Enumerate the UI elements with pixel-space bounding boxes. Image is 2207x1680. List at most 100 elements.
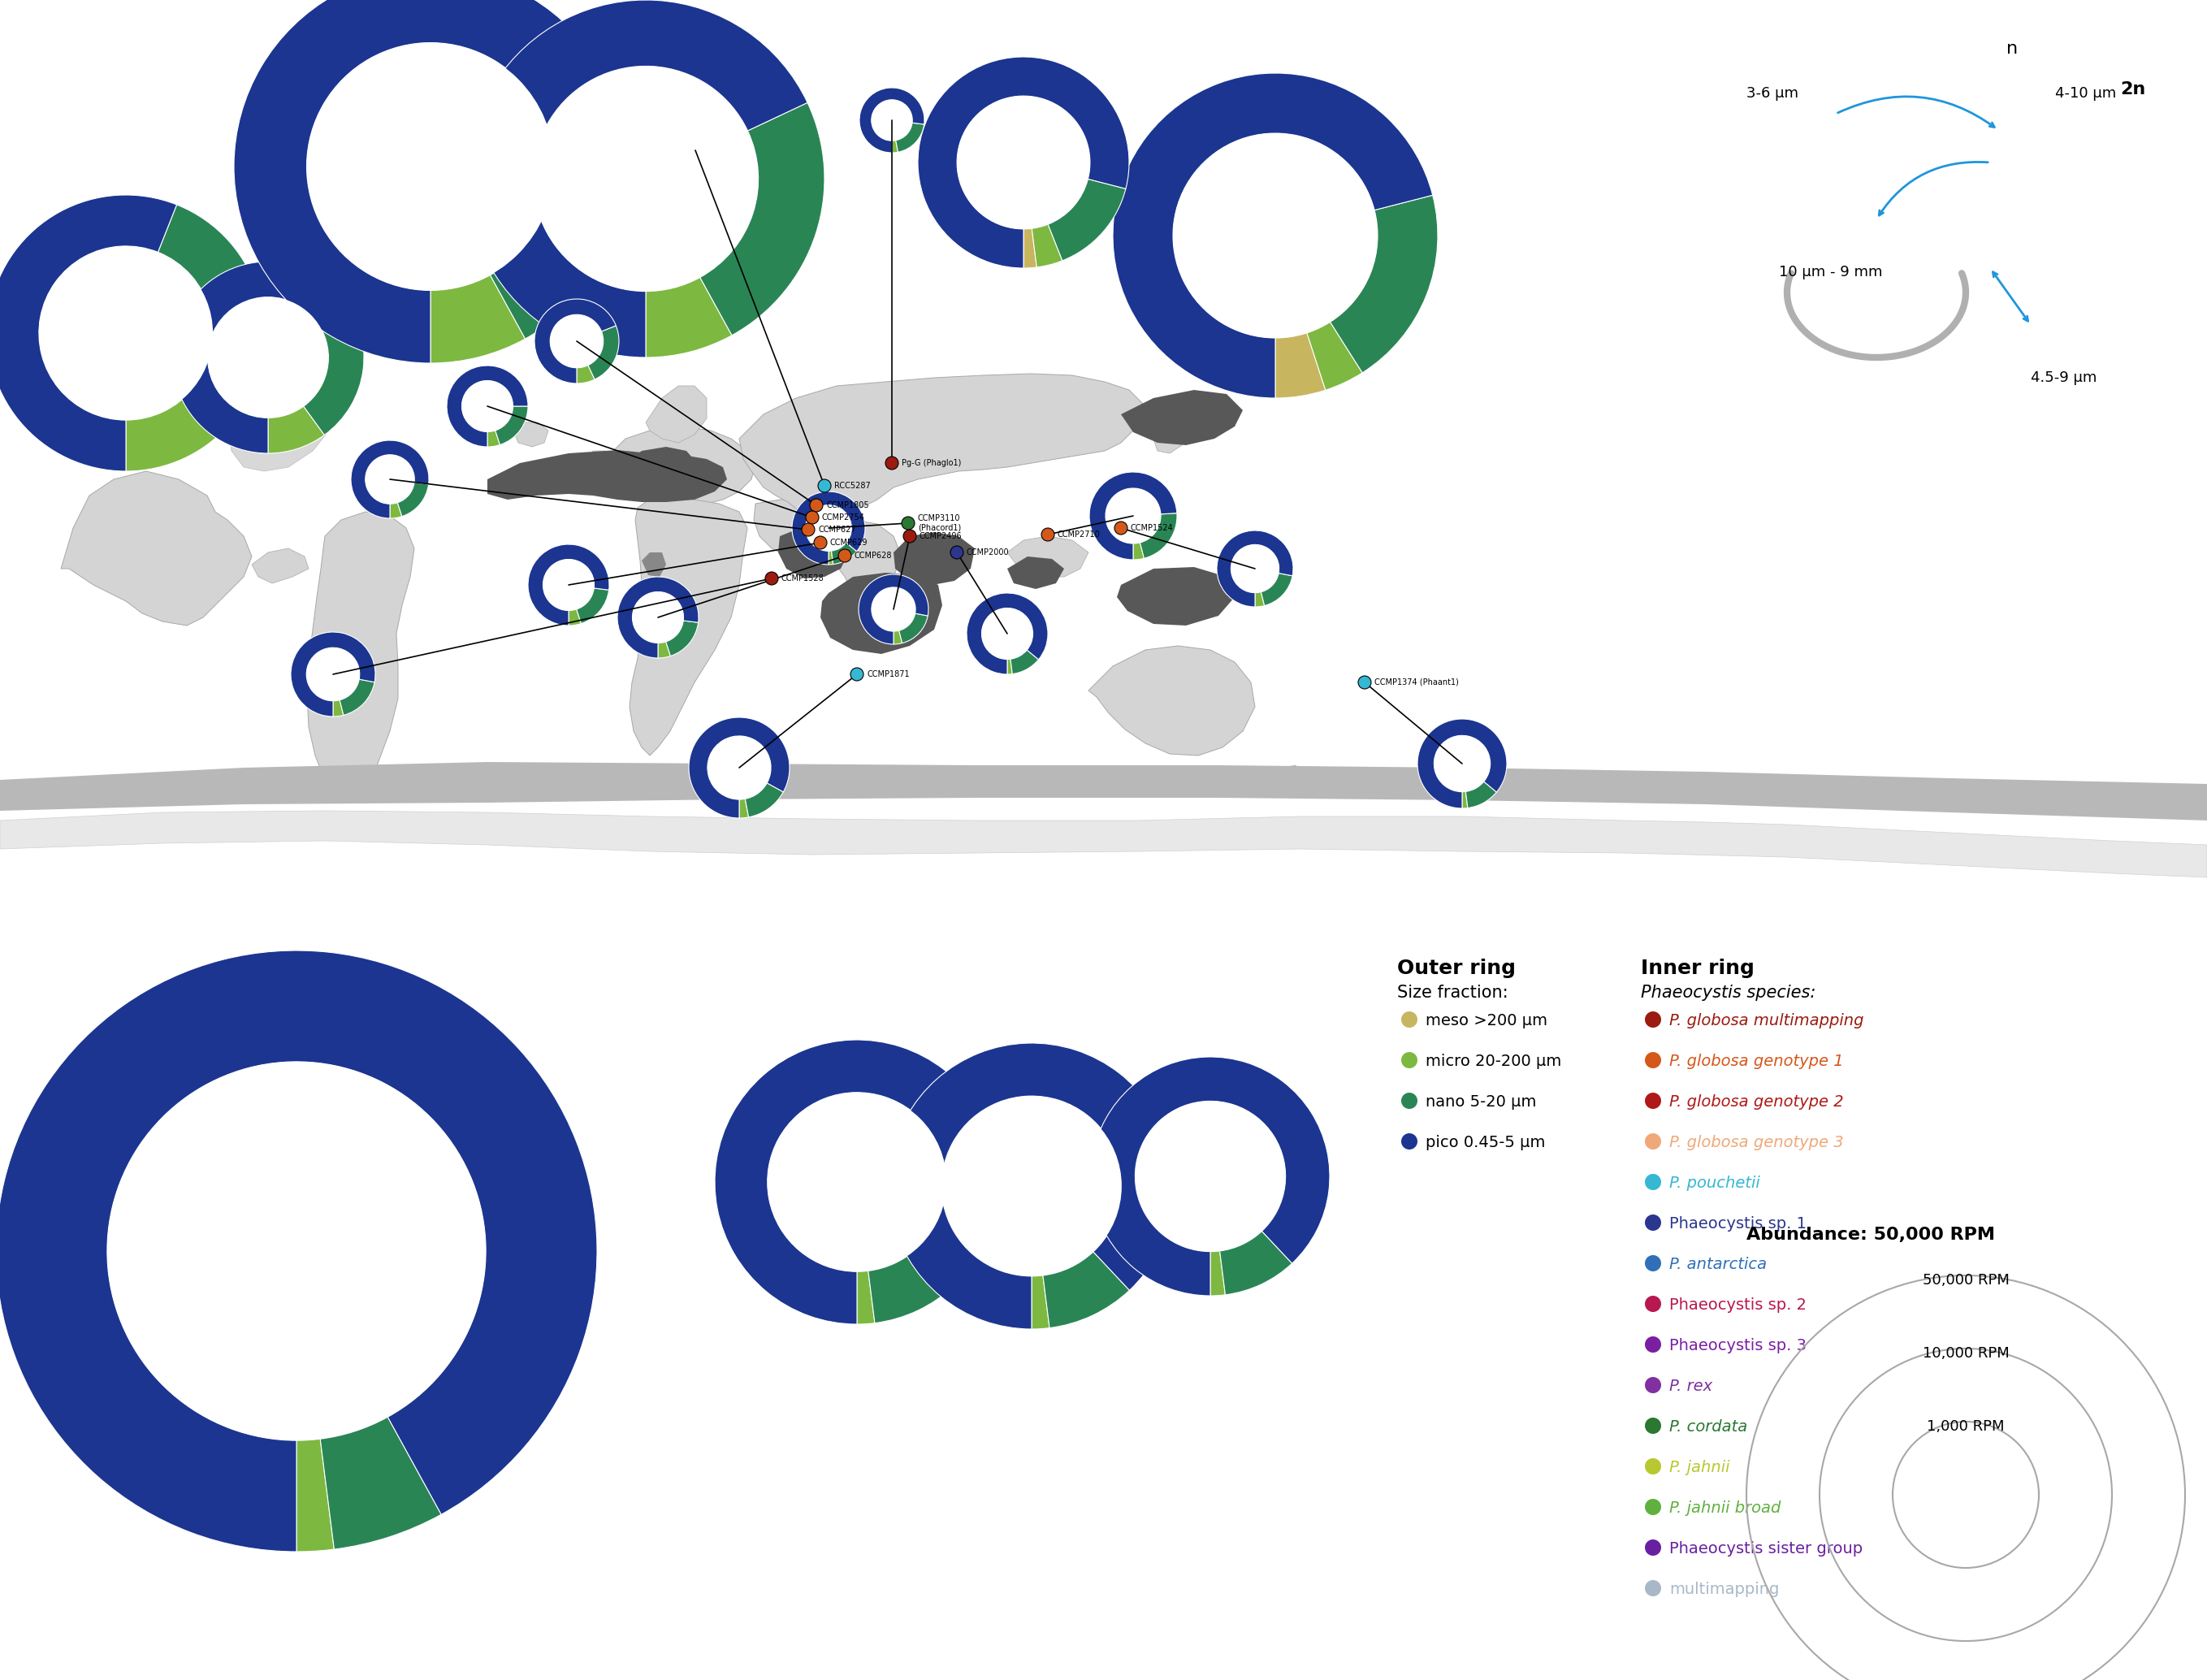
Wedge shape bbox=[483, 381, 488, 395]
Wedge shape bbox=[563, 596, 567, 610]
Circle shape bbox=[307, 42, 554, 291]
Wedge shape bbox=[296, 1440, 333, 1552]
Polygon shape bbox=[583, 450, 611, 475]
Wedge shape bbox=[333, 682, 353, 699]
Wedge shape bbox=[664, 79, 697, 133]
Wedge shape bbox=[618, 576, 700, 659]
Wedge shape bbox=[660, 593, 673, 608]
Wedge shape bbox=[883, 618, 889, 630]
Wedge shape bbox=[876, 126, 885, 134]
Wedge shape bbox=[391, 489, 404, 502]
Wedge shape bbox=[647, 223, 697, 286]
Text: micro 20-200 μm: micro 20-200 μm bbox=[1426, 1053, 1560, 1070]
Wedge shape bbox=[739, 800, 748, 818]
Wedge shape bbox=[786, 1205, 828, 1240]
Wedge shape bbox=[812, 536, 825, 549]
Text: P. pouchetii: P. pouchetii bbox=[1668, 1176, 1759, 1191]
Wedge shape bbox=[711, 136, 726, 146]
Text: n: n bbox=[2006, 40, 2017, 57]
Wedge shape bbox=[894, 612, 914, 630]
Wedge shape bbox=[241, 301, 289, 333]
Wedge shape bbox=[338, 1324, 393, 1410]
Wedge shape bbox=[978, 1218, 1013, 1263]
Wedge shape bbox=[1183, 1208, 1209, 1248]
Text: CCMP3110
(Phacord1): CCMP3110 (Phacord1) bbox=[918, 514, 960, 533]
Circle shape bbox=[1401, 1011, 1417, 1028]
Wedge shape bbox=[967, 593, 1048, 674]
Wedge shape bbox=[241, 381, 258, 412]
Wedge shape bbox=[1251, 139, 1269, 190]
Polygon shape bbox=[230, 373, 338, 470]
Wedge shape bbox=[1232, 566, 1245, 578]
Wedge shape bbox=[647, 277, 733, 358]
Wedge shape bbox=[828, 539, 832, 549]
Wedge shape bbox=[137, 252, 157, 296]
Wedge shape bbox=[856, 1221, 878, 1267]
Wedge shape bbox=[470, 81, 547, 156]
Wedge shape bbox=[832, 538, 839, 549]
Text: CCMP2000: CCMP2000 bbox=[967, 548, 1009, 556]
Wedge shape bbox=[1064, 1208, 1104, 1242]
Circle shape bbox=[883, 111, 900, 129]
Circle shape bbox=[366, 455, 415, 504]
Wedge shape bbox=[344, 1319, 411, 1403]
Wedge shape bbox=[722, 738, 770, 785]
Wedge shape bbox=[667, 598, 682, 635]
Wedge shape bbox=[550, 202, 611, 257]
Text: Phaeocystis sp. 3: Phaeocystis sp. 3 bbox=[1668, 1339, 1808, 1354]
Wedge shape bbox=[1121, 491, 1132, 504]
Wedge shape bbox=[66, 260, 106, 306]
Wedge shape bbox=[393, 457, 404, 470]
Wedge shape bbox=[872, 596, 885, 608]
Circle shape bbox=[1644, 1581, 1662, 1596]
Wedge shape bbox=[607, 72, 684, 131]
Wedge shape bbox=[430, 217, 488, 284]
Circle shape bbox=[819, 479, 832, 492]
Circle shape bbox=[534, 66, 759, 291]
Wedge shape bbox=[1031, 1275, 1051, 1329]
Wedge shape bbox=[662, 124, 684, 150]
Circle shape bbox=[594, 128, 697, 230]
Wedge shape bbox=[700, 102, 825, 336]
Wedge shape bbox=[483, 418, 488, 430]
Wedge shape bbox=[839, 529, 850, 538]
Text: RCC5287: RCC5287 bbox=[834, 482, 870, 491]
Circle shape bbox=[903, 517, 914, 529]
Wedge shape bbox=[415, 223, 430, 284]
Circle shape bbox=[817, 1141, 898, 1223]
Wedge shape bbox=[748, 778, 761, 791]
Wedge shape bbox=[810, 506, 850, 528]
Wedge shape bbox=[834, 538, 841, 548]
Text: P. jahnii: P. jahnii bbox=[1668, 1460, 1730, 1475]
Wedge shape bbox=[653, 593, 658, 606]
Wedge shape bbox=[1448, 738, 1490, 780]
Wedge shape bbox=[960, 158, 995, 181]
Wedge shape bbox=[335, 648, 351, 665]
Text: Phaeocystis species:: Phaeocystis species: bbox=[1640, 984, 1816, 1001]
Wedge shape bbox=[872, 113, 883, 119]
Wedge shape bbox=[821, 538, 828, 549]
Polygon shape bbox=[1276, 766, 1302, 791]
Polygon shape bbox=[739, 373, 1145, 519]
Wedge shape bbox=[267, 381, 296, 415]
Wedge shape bbox=[324, 192, 391, 252]
Circle shape bbox=[982, 608, 1033, 659]
Wedge shape bbox=[402, 222, 424, 284]
Circle shape bbox=[207, 297, 329, 418]
Wedge shape bbox=[340, 679, 375, 716]
Circle shape bbox=[724, 753, 755, 783]
Wedge shape bbox=[126, 388, 232, 470]
Text: CCMP629: CCMP629 bbox=[830, 539, 867, 546]
Text: Size fraction:: Size fraction: bbox=[1397, 984, 1507, 1001]
Wedge shape bbox=[1260, 573, 1293, 606]
Circle shape bbox=[814, 536, 828, 549]
Circle shape bbox=[475, 395, 499, 418]
Wedge shape bbox=[1435, 761, 1450, 769]
Wedge shape bbox=[545, 585, 558, 600]
Circle shape bbox=[768, 1092, 947, 1272]
Wedge shape bbox=[446, 366, 527, 447]
Wedge shape bbox=[353, 1302, 441, 1389]
Wedge shape bbox=[282, 307, 307, 338]
Circle shape bbox=[806, 511, 819, 524]
Wedge shape bbox=[488, 415, 501, 430]
